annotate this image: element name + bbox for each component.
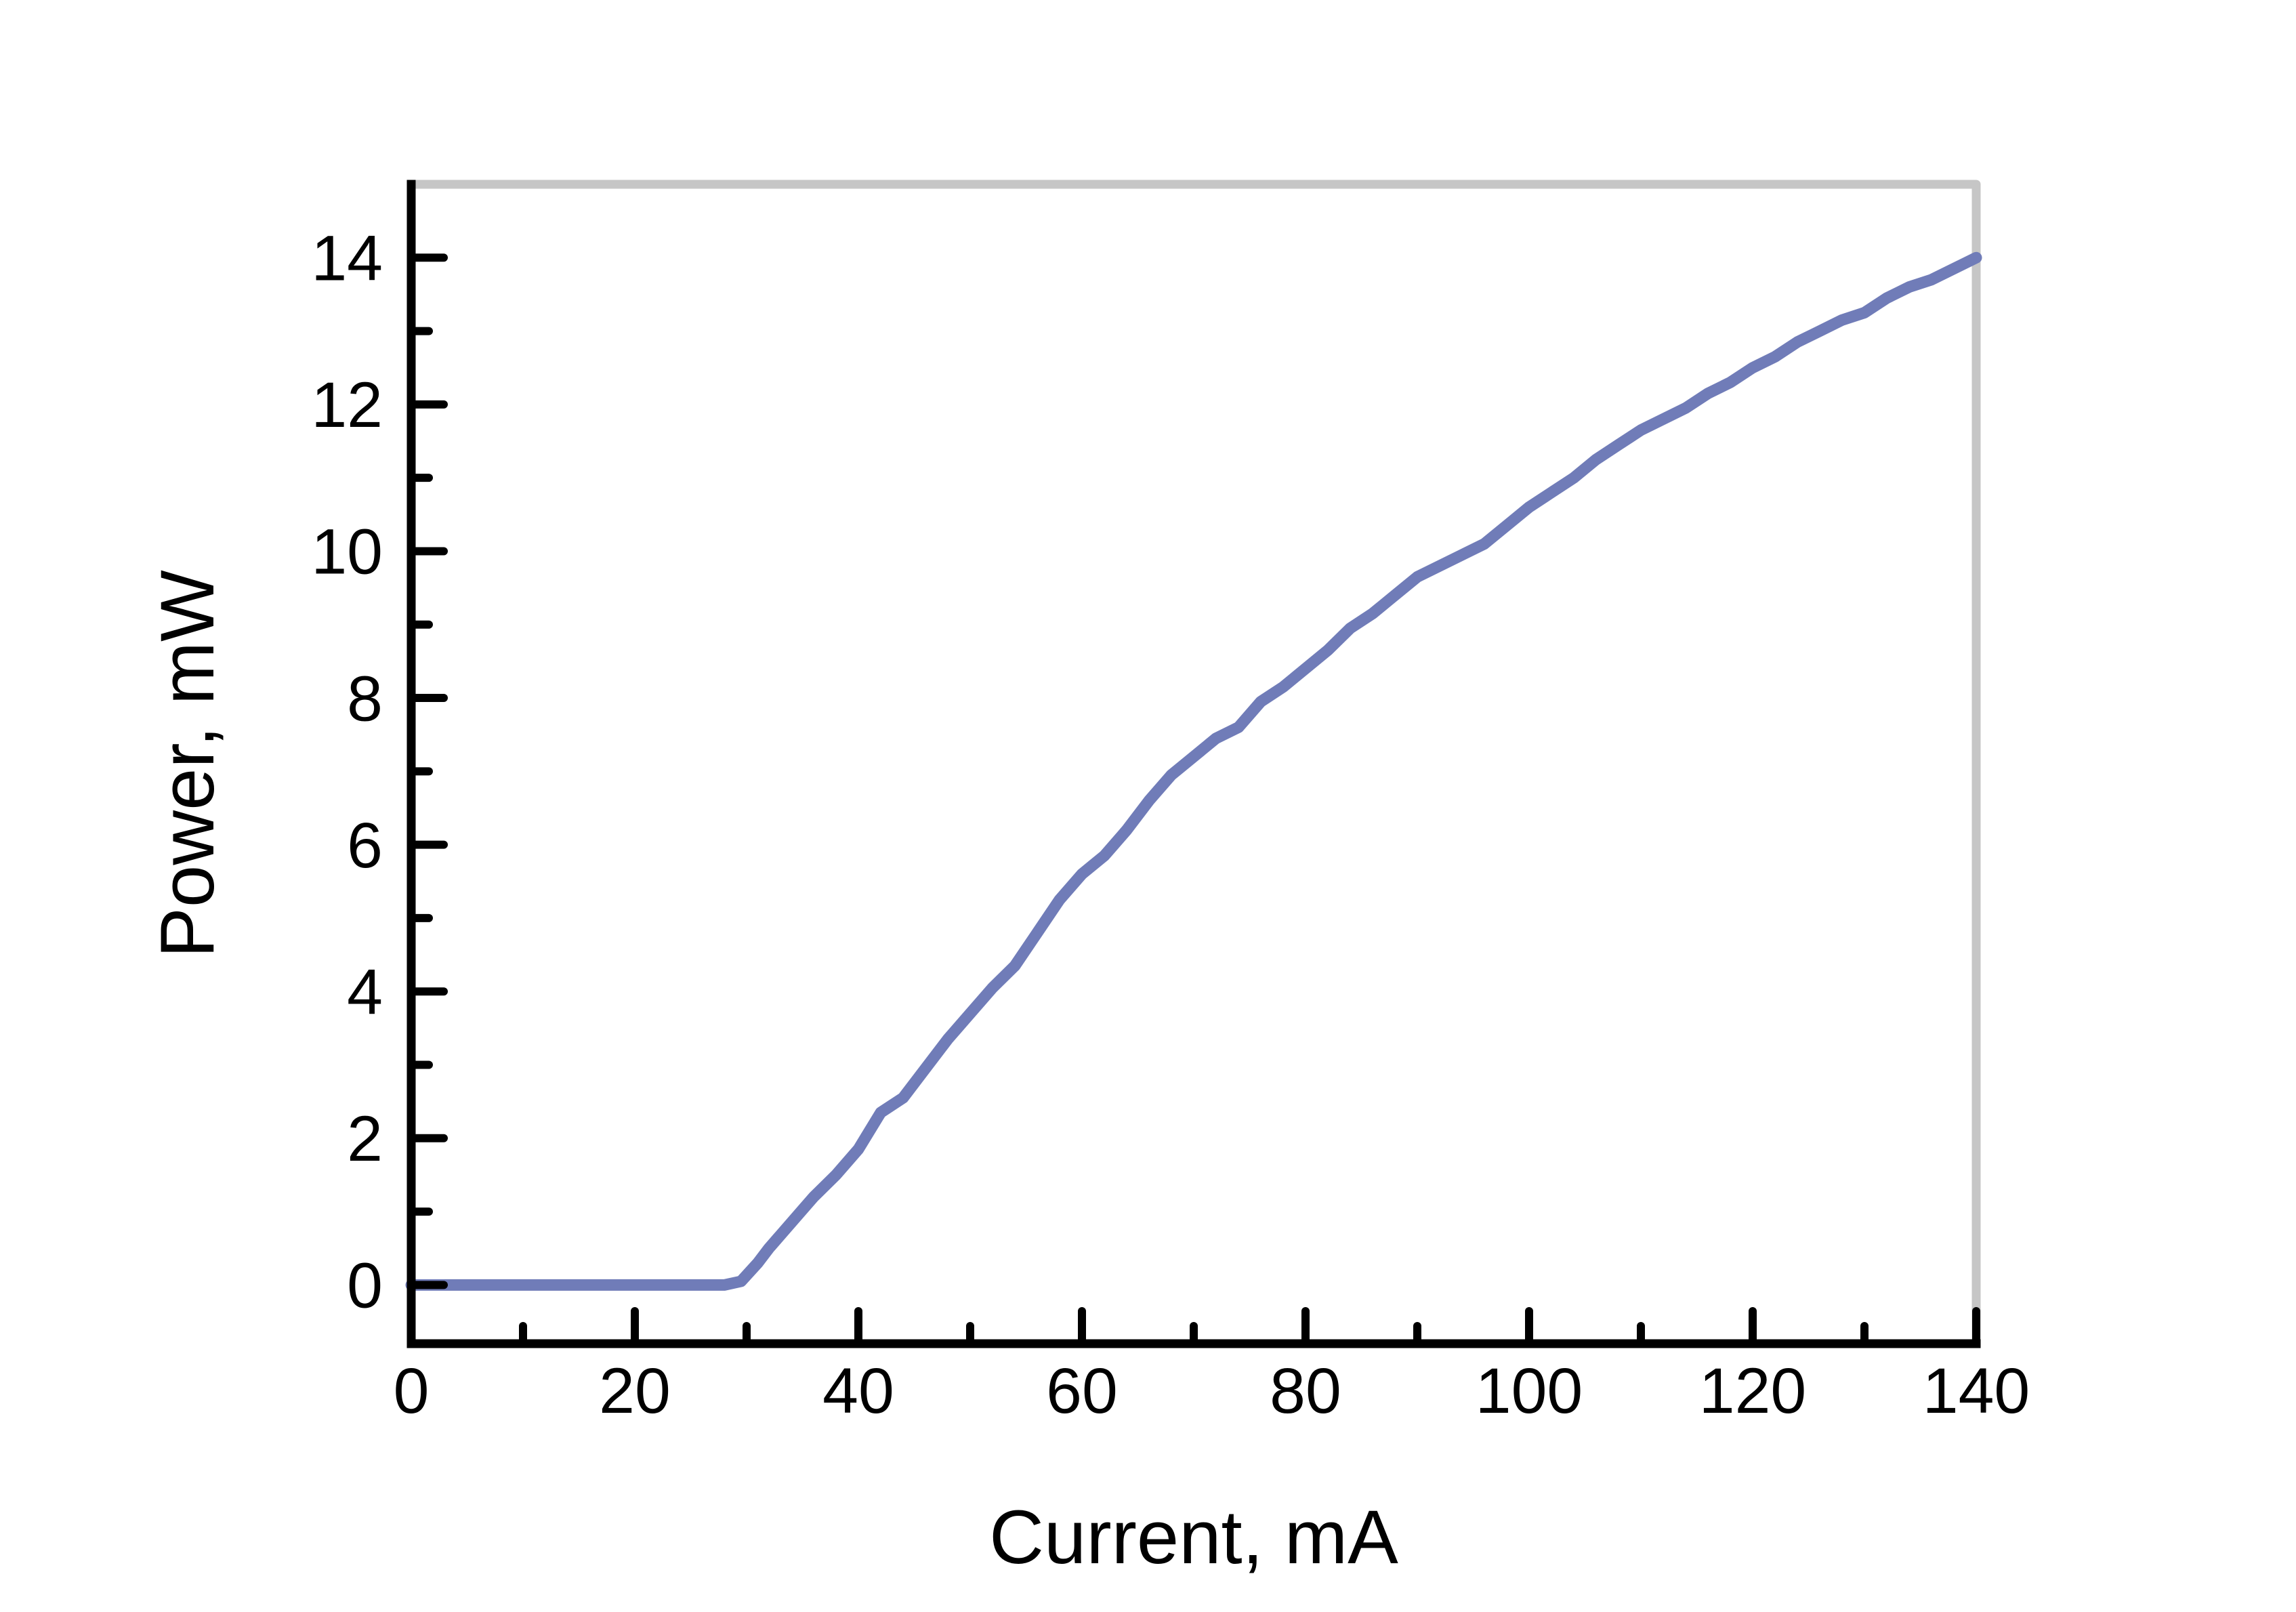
x-tick-label: 100 <box>1476 1355 1583 1427</box>
x-tick-label: 60 <box>1046 1355 1118 1427</box>
y-axis-title: Power, mW <box>145 570 230 958</box>
y-tick-label: 6 <box>347 810 383 882</box>
tick-labels: 0 20 40 60 80 100 120 140 0 2 4 6 8 10 12 14 <box>311 223 2030 1427</box>
y-tick-label: 14 <box>311 223 383 295</box>
y-tick-label: 12 <box>311 369 383 441</box>
y-tick-label: 0 <box>347 1250 383 1322</box>
y-tick-label: 4 <box>347 956 383 1028</box>
x-tick-label: 120 <box>1699 1355 1807 1427</box>
power-curve-line <box>405 251 1982 1291</box>
y-tick-label: 2 <box>347 1103 383 1175</box>
x-tick-label: 0 <box>394 1355 430 1427</box>
axes <box>406 180 1981 1348</box>
x-tick-label: 140 <box>1923 1355 2030 1427</box>
curve-layer <box>405 251 1982 1291</box>
frame-top-right-border <box>406 180 1981 1348</box>
x-axis-title: Current, mA <box>989 1495 1398 1579</box>
plot-frame <box>406 180 1981 1348</box>
x-tick-label: 20 <box>599 1355 671 1427</box>
x-tick-label: 80 <box>1270 1355 1341 1427</box>
y-tick-label: 8 <box>347 663 383 735</box>
y-tick-label: 10 <box>311 516 383 588</box>
x-tick-label: 40 <box>822 1355 894 1427</box>
